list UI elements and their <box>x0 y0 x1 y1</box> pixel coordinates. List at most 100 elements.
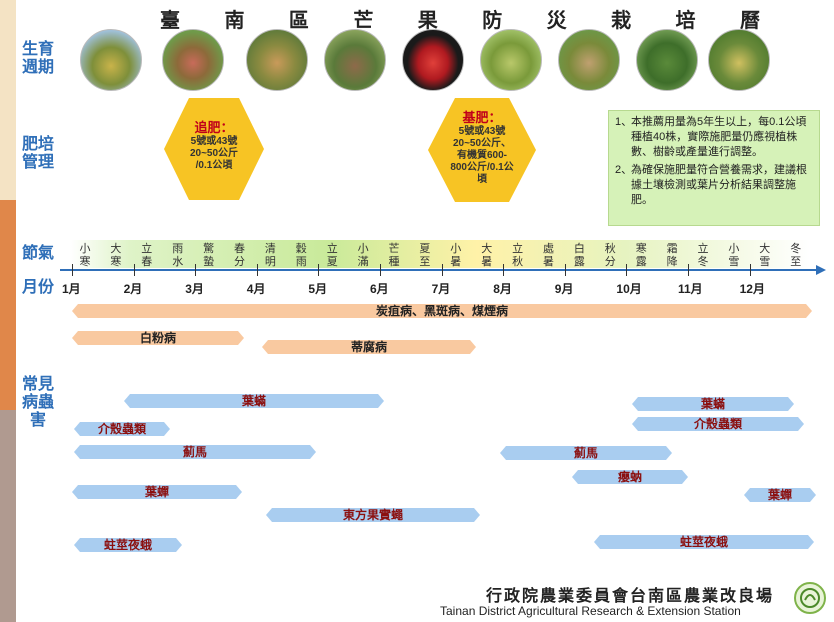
note-item: 2、 為確保施肥量符合營養需求，建議根據土壤檢測或葉片分析結果調整施肥。 <box>615 163 813 208</box>
title-char: 災 <box>546 8 567 32</box>
solar-term: 芒種 <box>388 242 400 268</box>
base-fertilizer-line: 5號或43號 <box>458 126 506 137</box>
pest-bar: 葉蟬 <box>744 488 816 502</box>
month-tick <box>72 264 73 276</box>
note-number: 2、 <box>615 164 633 176</box>
base-fertilizer-line: 20~50公斤、 <box>452 138 512 149</box>
pest-bar: 葉蟬 <box>72 485 242 499</box>
pest-bar: 癭蚋 <box>572 470 688 484</box>
label-solar-terms: 節氣 <box>21 243 54 262</box>
base-fertilizer-heading: 基肥： <box>462 110 502 125</box>
disease-bar: 白粉病 <box>72 331 244 345</box>
pest-bar: 東方果實蠅 <box>266 508 480 522</box>
growth-photo-mature-leaves <box>636 29 698 91</box>
solar-term: 大寒 <box>110 242 122 268</box>
solar-term: 雨水 <box>172 242 184 268</box>
title-char: 果 <box>417 8 438 32</box>
disease-bar: 炭疽病、黑斑病、煤煙病 <box>72 304 812 318</box>
solar-term: 立秋 <box>512 242 524 268</box>
solar-term-band <box>70 240 810 268</box>
title-char: 區 <box>288 8 309 32</box>
pest-label: 葉蟬 <box>767 488 792 502</box>
month-tick <box>441 264 443 276</box>
top-dressing-hexagon: 追肥： 5號或43號 20~50公斤 /0.1公頃 <box>164 98 264 200</box>
pest-bar: 薊馬 <box>74 445 316 459</box>
disease-label: 蒂腐病 <box>350 340 387 354</box>
pest-label: 介殼蟲類 <box>693 417 742 431</box>
month-label: 7月 <box>431 282 451 296</box>
notes-box: 1、 本推薦用量為5年生以上，每0.1公頃種植40株，實際施肥量仍應視植株數、樹… <box>608 110 820 226</box>
month-tick <box>133 264 135 276</box>
title-char: 曆 <box>739 8 760 32</box>
title-char: 臺 <box>160 8 180 32</box>
month-tick <box>318 264 320 276</box>
pest-label: 東方果實蠅 <box>342 508 403 522</box>
pest-label: 蛀莖夜蛾 <box>679 535 728 549</box>
title-char: 芒 <box>353 8 374 32</box>
month-tick <box>503 264 505 276</box>
solar-term: 大暑 <box>481 242 493 268</box>
pest-label: 蛀莖夜蛾 <box>103 538 152 552</box>
title-char: 培 <box>675 8 696 32</box>
base-fertilizer-line: 有機質600- <box>456 150 507 161</box>
top-dressing-line: 5號或43號 <box>190 136 238 147</box>
solar-term: 秋分 <box>604 242 616 268</box>
growth-photo-leaf-flush <box>558 29 620 91</box>
footer-org-english: Tainan District Agricultural Research & … <box>440 604 741 618</box>
solar-term: 穀雨 <box>295 242 307 268</box>
pest-label: 癭蚋 <box>617 470 642 484</box>
month-label: 10月 <box>616 282 642 296</box>
solar-term: 驚蟄 <box>203 242 215 268</box>
month-label: 8月 <box>493 282 512 296</box>
note-item: 1、 本推薦用量為5年生以上，每0.1公頃種植40株，實際施肥量仍應視植株數、樹… <box>615 115 813 160</box>
base-fertilizer-line: 頃 <box>477 174 487 185</box>
top-dressing-line: 20~50公斤 <box>189 148 239 159</box>
solar-term: 小滿 <box>357 242 369 268</box>
top-dressing-heading: 追肥： <box>194 120 234 135</box>
pest-label: 薊馬 <box>182 445 207 459</box>
solar-term: 白露 <box>573 242 585 268</box>
growth-photo-young-fruit <box>324 29 386 91</box>
disease-bar: 蒂腐病 <box>262 340 476 354</box>
org-logo-icon <box>794 582 826 614</box>
pest-label: 葉蟬 <box>144 485 169 499</box>
base-fertilizer-line: 800公斤/0.1公 <box>450 162 514 173</box>
label-growth-cycle: 生育 週期 <box>21 39 54 76</box>
growth-photo-new-shoots <box>480 29 542 91</box>
note-text: 本推薦用量為5年生以上，每0.1公頃種植40株，實際施肥量仍應視植株數、樹齡或產… <box>631 116 807 158</box>
title-char: 南 <box>224 8 245 32</box>
month-label: 5月 <box>308 282 328 296</box>
axis-arrow-icon <box>816 265 826 275</box>
month-label: 9月 <box>554 282 574 296</box>
solar-term: 小寒 <box>79 242 91 268</box>
base-fertilizer-hexagon: 基肥： 5號或43號 20~50公斤、 有機質600- 800公斤/0.1公 頃 <box>428 98 536 202</box>
solar-term: 清明 <box>264 242 276 268</box>
timeline-axis <box>60 265 826 275</box>
solar-term: 寒露 <box>635 242 647 268</box>
month-label: 12月 <box>739 282 765 296</box>
month-tick <box>688 264 689 276</box>
title-char: 防 <box>482 8 503 32</box>
note-number: 1、 <box>615 116 633 128</box>
pest-label: 薊馬 <box>573 446 598 460</box>
label-fertilizer: 肥培 管理 <box>21 134 54 171</box>
title-char: 栽 <box>611 8 632 32</box>
month-tick <box>256 264 258 276</box>
solar-term: 小暑 <box>450 242 462 268</box>
pest-bar: 蛀莖夜蛾 <box>74 538 182 552</box>
left-strip-middle <box>0 200 16 410</box>
growth-photo-ripe-fruit <box>402 29 464 91</box>
month-tick <box>195 264 197 276</box>
disease-label: 炭疽病、黑斑病、煤煙病 <box>375 304 508 318</box>
growth-photo-dormancy <box>708 29 770 91</box>
month-tick <box>626 264 628 276</box>
solar-term: 冬至 <box>790 242 802 268</box>
month-label: 3月 <box>185 282 204 296</box>
pest-bar: 介殼蟲類 <box>74 422 170 436</box>
solar-term: 小雪 <box>728 242 740 268</box>
solar-term: 立夏 <box>326 242 338 268</box>
pest-label: 葉蟎 <box>700 397 725 411</box>
pest-label: 介殼蟲類 <box>97 422 146 436</box>
label-pests: 常見 病蟲害 <box>21 374 54 429</box>
pest-bar: 薊馬 <box>500 446 672 460</box>
